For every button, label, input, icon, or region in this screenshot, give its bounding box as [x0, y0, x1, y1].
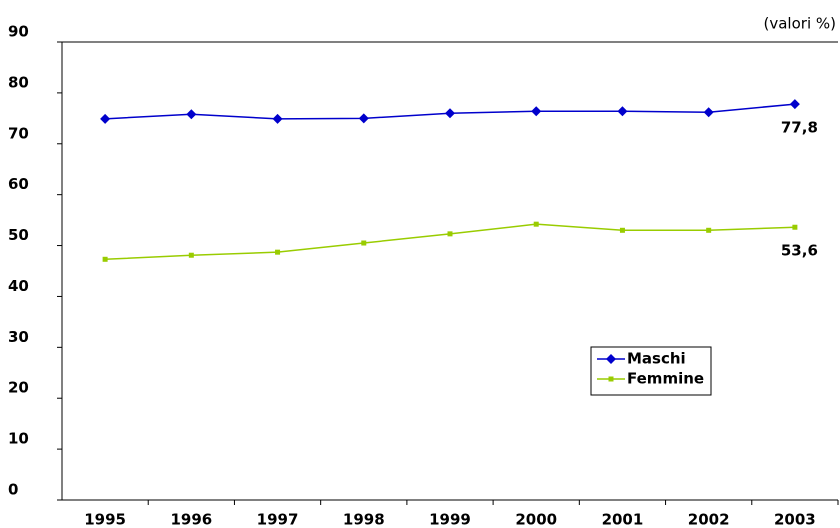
point [358, 113, 369, 124]
point [361, 240, 367, 246]
y-tick-label: 0 [8, 481, 18, 499]
legend-label: Femmine [627, 370, 704, 388]
legend-label: Maschi [627, 350, 686, 368]
point [186, 109, 197, 120]
point [617, 106, 628, 117]
value-label: 77,8 [781, 119, 818, 137]
y-tick-label: 80 [8, 73, 29, 91]
x-tick-label: 2000 [515, 511, 557, 528]
value-label: 53,6 [781, 242, 818, 260]
point [706, 227, 712, 233]
point [792, 224, 798, 230]
y-tick-label: 10 [8, 430, 29, 448]
legend-marker [608, 376, 614, 382]
y-tick-label: 30 [8, 328, 29, 346]
x-tick-label: 1996 [170, 511, 212, 528]
point [619, 227, 625, 233]
point [102, 256, 108, 262]
point [703, 107, 714, 118]
point [531, 106, 542, 117]
point [445, 108, 455, 119]
x-tick-label: 1999 [429, 511, 471, 528]
y-tick-label: 60 [8, 175, 29, 193]
y-tick-label: 90 [8, 23, 29, 41]
x-tick-label: 1995 [84, 511, 126, 528]
point [533, 221, 539, 227]
y-tick-label: 70 [8, 124, 29, 142]
x-tick-label: 2001 [602, 511, 644, 528]
point [188, 252, 194, 258]
point [789, 99, 800, 110]
y-tick-label: 50 [8, 226, 29, 244]
x-tick-label: 2003 [774, 511, 816, 528]
unit-annotation: (valori %) [764, 15, 836, 33]
point [275, 249, 281, 255]
x-tick-label: 1997 [257, 511, 299, 528]
legend-marker [606, 354, 616, 364]
y-tick-label: 40 [8, 277, 29, 295]
series-line [105, 223, 795, 261]
point [447, 231, 453, 237]
x-tick-label: 1998 [343, 511, 385, 528]
point [272, 113, 283, 124]
point [100, 113, 111, 124]
y-tick-label: 20 [8, 379, 29, 397]
x-tick-label: 2002 [688, 511, 730, 528]
